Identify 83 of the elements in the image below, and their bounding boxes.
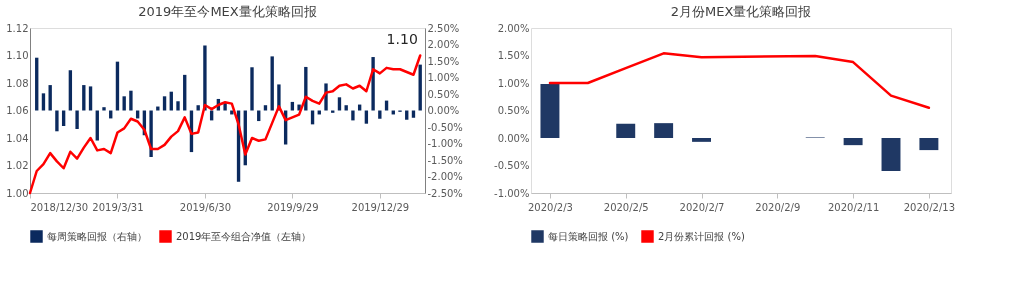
- bar: [41, 93, 46, 111]
- y-tick-label: 0.00%: [497, 132, 530, 144]
- y-tick-label: 1.12: [6, 22, 29, 34]
- x-tick-label: 2018/12/30: [30, 201, 89, 213]
- x-tick-label: 2020/2/9: [755, 201, 801, 213]
- bar: [263, 105, 268, 111]
- bar: [122, 96, 126, 111]
- y-tick-label: 1.10: [6, 50, 29, 61]
- y2-tick-label: 2.00%: [427, 39, 460, 50]
- y-tick-label: -0.50%: [494, 160, 530, 171]
- y2-tick-label: -0.50%: [427, 121, 463, 133]
- bar: [337, 97, 342, 111]
- y2-tick-label: 0.00%: [427, 105, 460, 116]
- bar: [176, 101, 180, 111]
- bar: [75, 110, 79, 129]
- y2-tick-label: 2.50%: [427, 22, 460, 34]
- bar: [196, 105, 200, 111]
- bar: [843, 138, 863, 146]
- y2-tick-label: -2.00%: [427, 171, 463, 182]
- bar: [378, 110, 382, 119]
- line-series: [548, 52, 931, 109]
- y2-tick-label: 1.00%: [427, 72, 460, 83]
- x-tick-label: 2020/2/7: [679, 201, 725, 213]
- bar: [304, 66, 308, 111]
- bar: [82, 85, 86, 111]
- y-tick-label: 1.00%: [497, 77, 530, 89]
- bar: [48, 85, 52, 111]
- y-tick-label: 1.50%: [497, 50, 530, 61]
- x-tick-label: 2020/2/11: [827, 201, 880, 213]
- bar: [418, 64, 422, 111]
- y2-tick-label: -1.00%: [427, 138, 463, 149]
- y-tick-label: -1.00%: [494, 187, 530, 199]
- bar: [169, 91, 173, 111]
- bar: [88, 86, 93, 111]
- y-tick-label: 2.00%: [497, 22, 530, 34]
- bar: [183, 74, 187, 111]
- bar: [68, 70, 73, 111]
- x-tick-label: 2020/2/5: [603, 201, 649, 213]
- y-tick-label: 0.50%: [497, 105, 530, 116]
- y2-tick-label: 1.50%: [427, 55, 460, 67]
- bar: [250, 67, 254, 111]
- bar: [102, 107, 106, 111]
- annotation: 1.10: [386, 30, 418, 47]
- x-tick-label: 2019/9/29: [267, 201, 319, 213]
- bar: [654, 123, 674, 138]
- bar: [290, 101, 295, 111]
- y-tick-label: 1.04: [6, 132, 29, 144]
- x-tick-label: 2019/6/30: [179, 201, 232, 213]
- legend-label: 2019年至今组合净值（左轴）: [176, 230, 312, 242]
- y-tick-label: 1.00: [6, 187, 29, 199]
- bar: [55, 110, 59, 132]
- x-tick-label: 2020/2/13: [903, 201, 956, 213]
- bar: [162, 96, 167, 111]
- line-series: [28, 54, 422, 195]
- chart-title: 2月份MEX量化策略回报: [670, 4, 812, 19]
- legend-label: 每日策略回报 (%): [548, 230, 629, 242]
- x-tick-label: 2020/2/3: [527, 201, 573, 213]
- legend-label: 每周策略回报（右轴）: [47, 230, 147, 242]
- bar: [344, 105, 348, 111]
- bar: [203, 45, 207, 111]
- y-tick-label: 1.02: [6, 160, 29, 171]
- bar: [540, 84, 560, 138]
- x-tick-label: 2019/12/29: [351, 201, 410, 213]
- bar: [115, 61, 120, 111]
- y2-tick-label: -2.50%: [427, 187, 463, 199]
- bar: [384, 100, 389, 111]
- x-tick-label: 2019/3/31: [92, 201, 144, 213]
- bar: [919, 138, 939, 151]
- bar: [129, 90, 133, 111]
- bar: [357, 104, 362, 111]
- bar: [351, 110, 355, 121]
- bar: [881, 138, 901, 171]
- y2-tick-label: 0.50%: [427, 88, 460, 100]
- legend-label: 2月份累计回报 (%): [658, 230, 745, 242]
- y-tick-label: 1.06: [6, 105, 29, 116]
- bar: [270, 56, 274, 111]
- bar: [616, 123, 636, 138]
- bar: [156, 106, 160, 111]
- bar: [371, 57, 375, 111]
- y2-tick-label: -1.50%: [427, 154, 463, 166]
- bar: [692, 138, 711, 142]
- chart-title: 2019年至今MEX量化策略回报: [138, 4, 317, 19]
- y-tick-label: 1.08: [6, 77, 29, 89]
